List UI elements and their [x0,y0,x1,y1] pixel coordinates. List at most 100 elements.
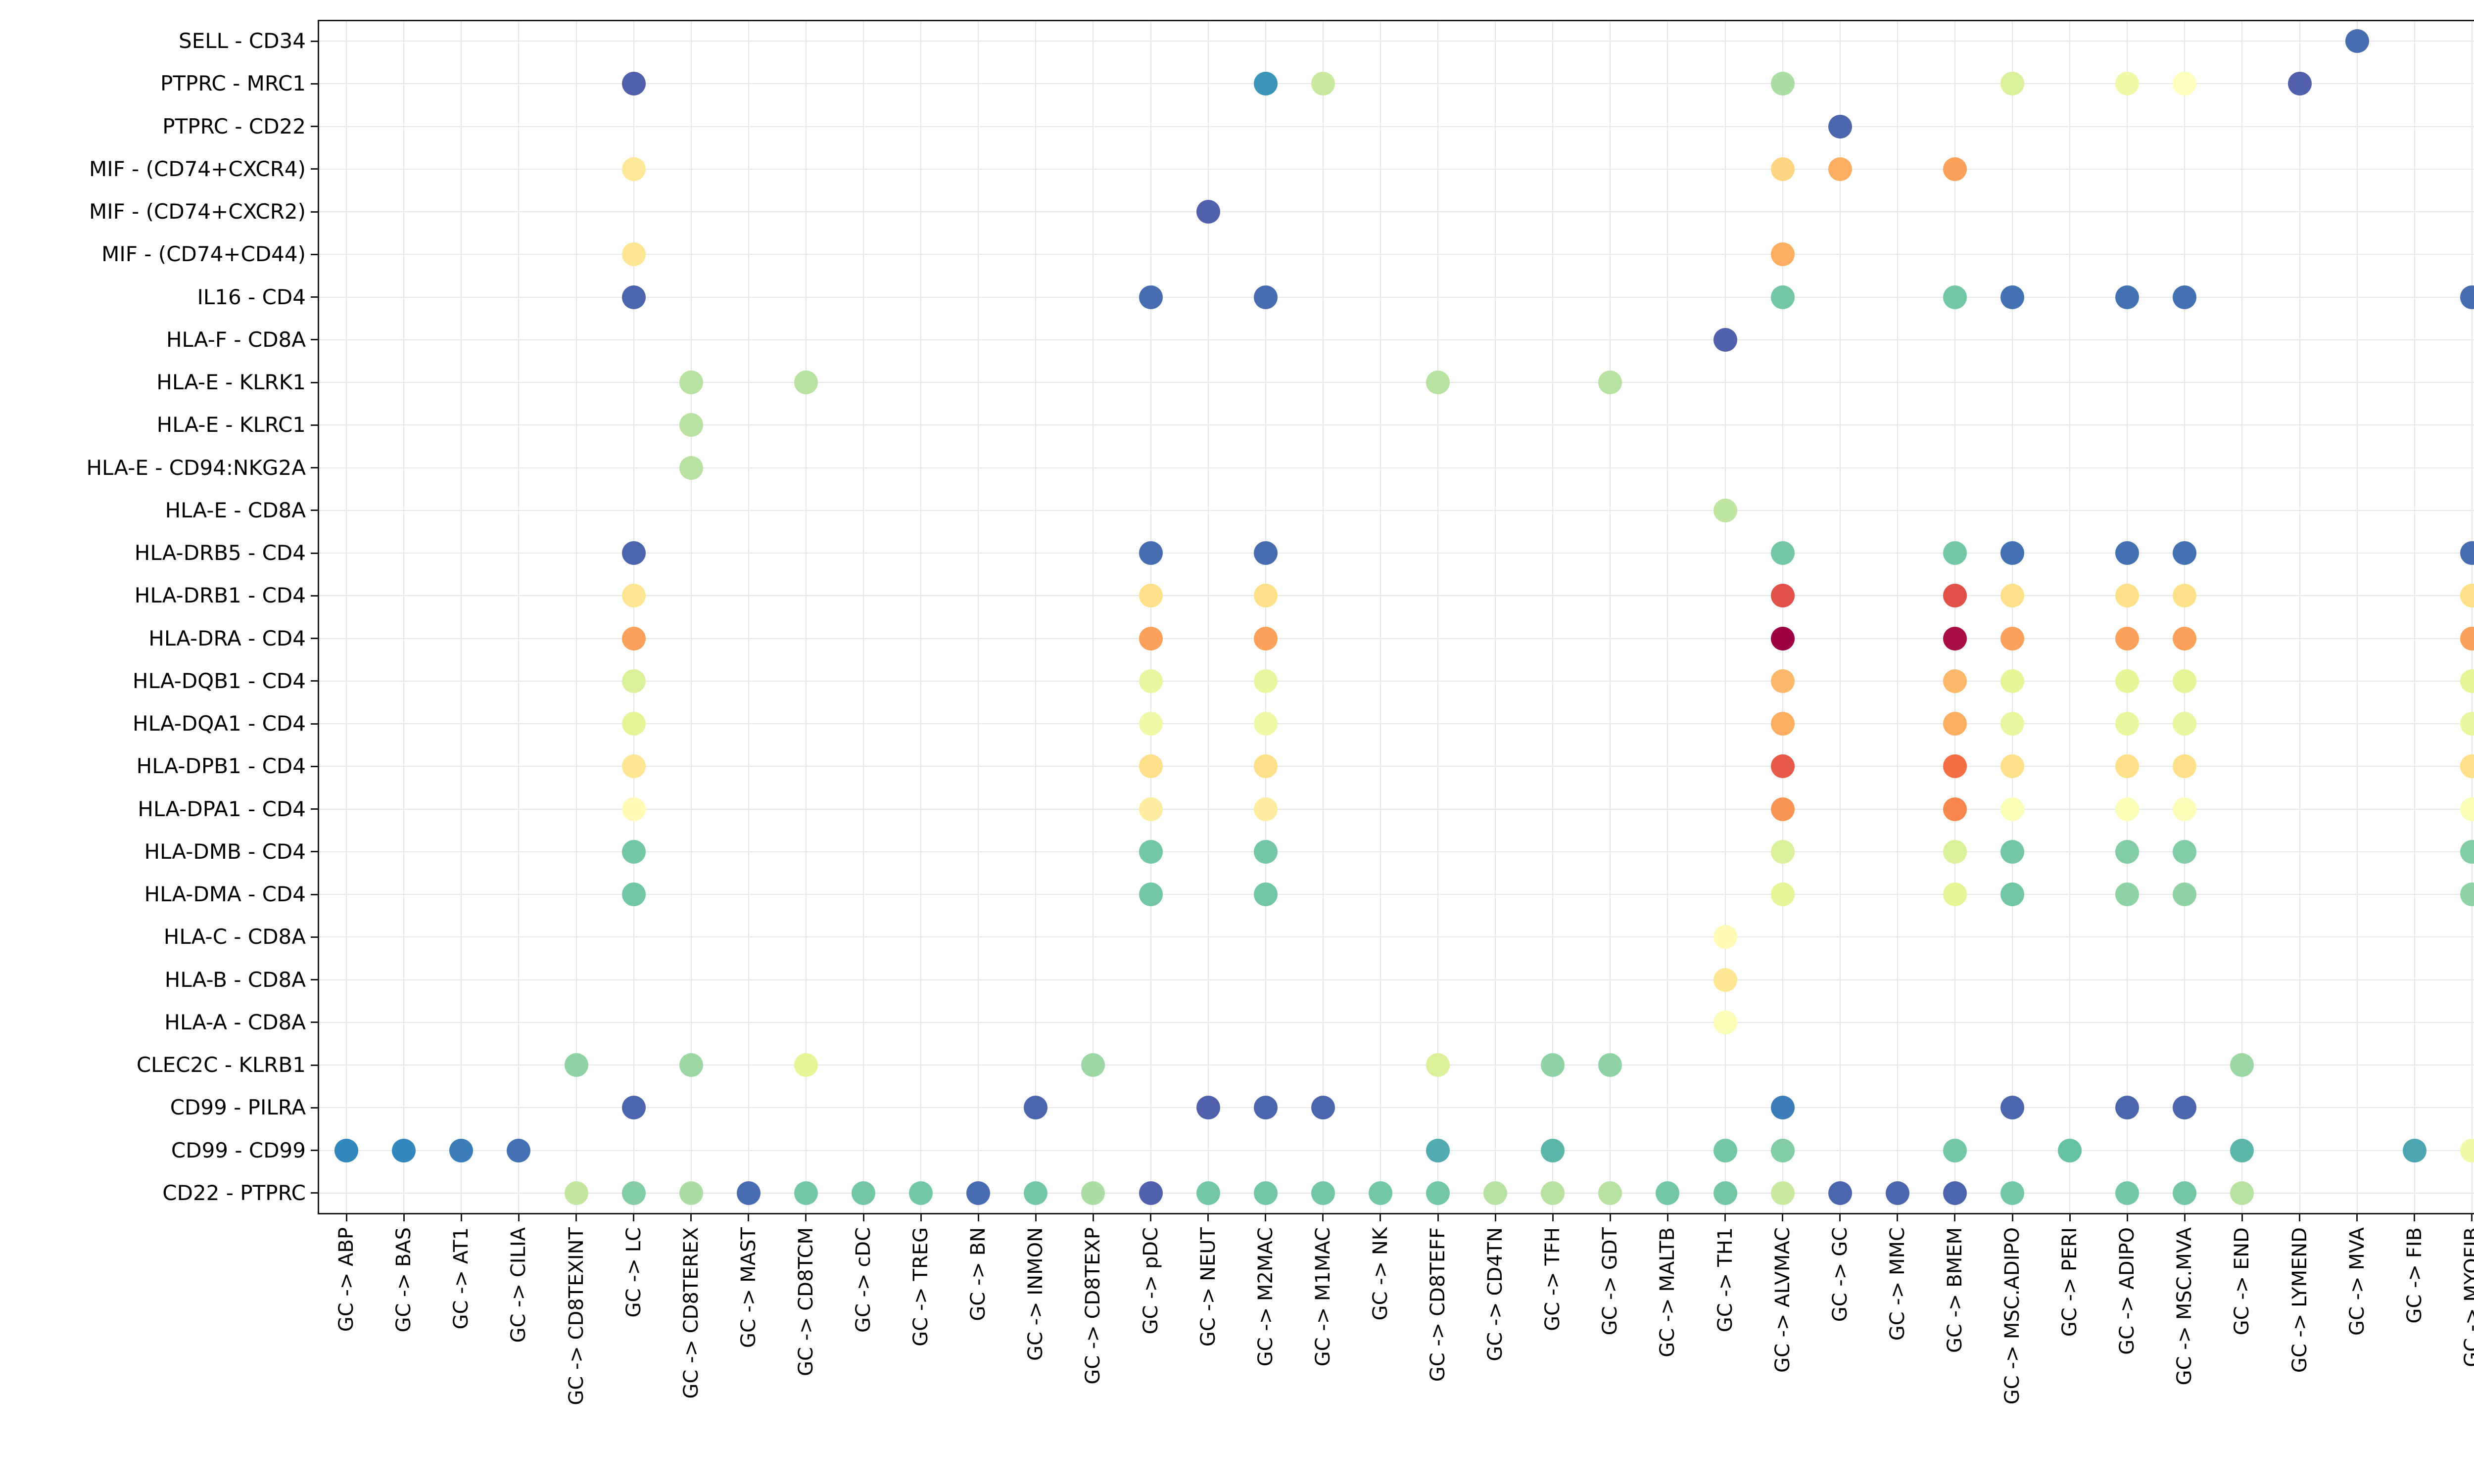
x-axis-tick [2069,1214,2071,1221]
data-dot [2115,626,2140,650]
data-dot [1713,968,1737,992]
y-axis-label: HLA-E - KLRC1 [156,413,306,437]
data-dot [2460,712,2474,736]
x-axis-label: GC -> INMON [1024,1227,1047,1361]
x-axis-label: GC -> ABP [335,1227,358,1332]
data-dot [621,669,646,693]
gridline-horizontal [318,595,2474,597]
data-dot [2000,882,2024,907]
y-axis-label: CD99 - PILRA [170,1095,306,1120]
gridline-vertical [518,20,520,1214]
data-dot [1828,114,1852,139]
data-dot [679,1181,703,1205]
y-axis-label: HLA-DMB - CD4 [144,839,306,864]
gridline-vertical [1093,20,1094,1214]
data-dot [2115,669,2140,693]
data-dot [2173,797,2197,821]
data-dot [1943,1181,1967,1205]
x-axis-label: GC -> MSC.MVA [2173,1227,2196,1386]
gridline-vertical [1954,20,1955,1214]
data-dot [794,1181,818,1205]
data-dot [1253,285,1278,309]
data-dot [2115,541,2140,565]
data-dot [2000,754,2024,779]
x-axis-label: GC -> MMC [1886,1227,1909,1341]
data-dot [1311,1181,1335,1205]
gridline-vertical [748,20,749,1214]
y-axis-tick [311,1107,318,1109]
x-axis-label: GC -> CD8TCM [794,1227,817,1377]
data-dot [392,1138,416,1162]
x-axis-tick [403,1214,405,1221]
data-dot [2058,1138,2082,1162]
data-dot [1541,1181,1565,1205]
gridline-vertical [920,20,922,1214]
data-dot [2115,839,2140,864]
x-axis-tick [1609,1214,1611,1221]
data-dot [621,797,646,821]
gridline-horizontal [318,1065,2474,1066]
y-axis-tick [311,40,318,42]
y-axis-label: MIF - (CD74+CXCR2) [89,199,306,224]
data-dot [1943,797,1967,821]
gridline-horizontal [318,1150,2474,1151]
data-dot [679,456,703,480]
data-dot [1598,1181,1622,1205]
data-dot [564,1053,588,1077]
plot-panel-border [318,20,2474,1214]
data-dot [2230,1138,2254,1162]
gridline-horizontal [318,1021,2474,1023]
data-dot [1139,584,1163,608]
data-dot [1943,712,1967,736]
gridline-horizontal [318,424,2474,426]
data-dot [1139,1181,1163,1205]
gridline-horizontal [318,467,2474,468]
x-axis-tick [518,1214,520,1221]
data-dot [2173,839,2197,864]
data-dot [2460,754,2474,779]
y-axis-tick [311,979,318,981]
data-dot [1943,285,1967,309]
x-axis-tick [575,1214,577,1221]
y-axis-label: HLA-A - CD8A [164,1010,306,1034]
data-dot [1943,754,1967,779]
data-dot [2402,1138,2426,1162]
gridline-vertical [1610,20,1611,1214]
x-axis-tick [977,1214,979,1221]
x-axis-tick [2299,1214,2300,1221]
data-dot [621,839,646,864]
gridline-horizontal [318,41,2474,42]
data-dot [1770,839,1795,864]
gridline-vertical [1380,20,1381,1214]
x-axis-tick [2011,1214,2013,1221]
data-dot [1713,327,1737,352]
data-dot [1139,541,1163,565]
y-axis-label: HLA-E - KLRK1 [156,370,306,395]
x-axis-tick [1092,1214,1094,1221]
y-axis-label: CD22 - PTPRC [162,1180,306,1205]
data-dot [1770,584,1795,608]
data-dot [2000,797,2024,821]
data-dot [1943,541,1967,565]
x-axis-label: GC -> BN [967,1227,990,1321]
gridline-vertical [2012,20,2013,1214]
data-dot [1713,1181,1737,1205]
y-axis-label: HLA-E - CD8A [165,498,306,522]
data-dot [1770,242,1795,267]
data-dot [2115,754,2140,779]
gridline-vertical [1897,20,1898,1214]
gridline-vertical [2356,20,2358,1214]
gridline-vertical [863,20,864,1214]
data-dot [1770,754,1795,779]
x-axis-tick [345,1214,347,1221]
data-dot [1253,584,1278,608]
gridline-vertical [2414,20,2415,1214]
data-dot [2000,285,2024,309]
data-dot [1311,72,1335,96]
data-dot [1139,797,1163,821]
gridline-vertical [1207,20,1209,1214]
data-dot [2115,1096,2140,1120]
data-dot [2460,541,2474,565]
data-dot [1081,1181,1105,1205]
gridline-vertical [2127,20,2128,1214]
